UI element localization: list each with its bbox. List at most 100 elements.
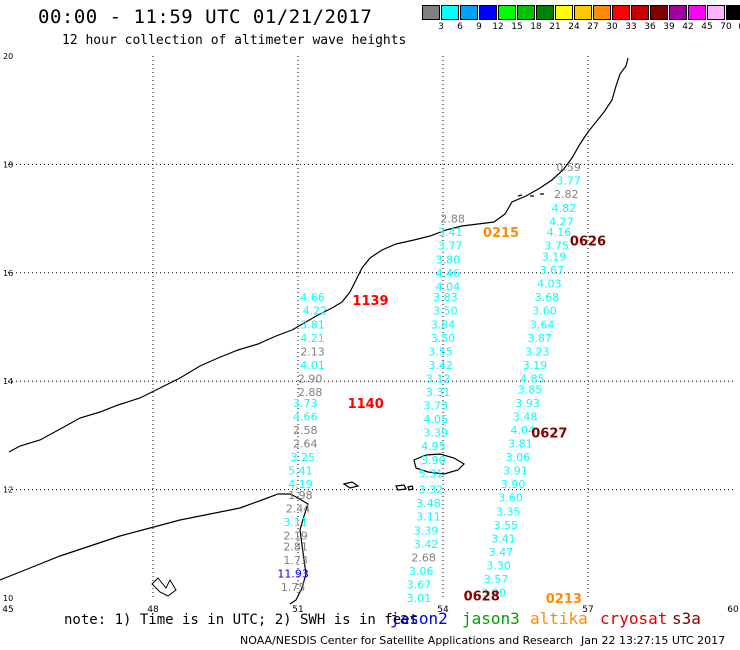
wave-height-value: 3.87 [527,332,552,345]
wave-height-value: 4.21 [300,332,325,345]
legend-swatch [669,5,687,20]
wave-height-value: 2.82 [554,188,579,201]
wave-height-value: 3.42 [414,538,439,551]
wave-height-value: 4.05 [424,413,449,426]
legend-label: 18 [530,22,542,32]
legend-swatch [650,5,668,20]
pass-time-label: 0627 [531,427,567,442]
wave-height-value: 3.50 [433,305,458,318]
wave-height-value: 5.31 [419,467,444,480]
page-subtitle: 12 hour collection of altimeter wave hei… [62,33,407,48]
lon-tick-label: 54 [437,605,449,615]
wave-height-labels: 4.664.223.814.212.134.012.902.883.734.66… [277,161,581,605]
legend-label: 30 [606,22,618,32]
legend-label: 70 [720,22,732,32]
legend-label: 21 [549,22,561,32]
wave-height-value: 4.85 [520,372,545,385]
pass-time-label: 0215 [483,226,519,241]
legend-swatch [479,5,497,20]
wave-height-value: 3.90 [482,587,507,600]
wave-height-value: 3.39 [424,427,449,440]
wave-height-value: 4.95 [421,440,446,453]
wave-height-value: 3.85 [518,383,543,396]
wave-height-value: 2.13 [300,345,325,358]
wave-height-value: 4.03 [537,278,562,291]
arabian-coastline [8,57,629,453]
wave-height-value: 3.50 [431,332,456,345]
wave-height-value: 3.06 [409,565,434,578]
wave-height-value: 4.16 [547,226,572,239]
satellite-name-altika: altika [530,609,588,628]
legend-swatch [688,5,706,20]
axis-tick-labels: 45 48 51 54 57 60 10 12 14 16 18 20 [2,52,739,615]
page-title: 00:00 - 11:59 UTC 01/21/2017 [38,6,373,28]
wave-height-value: 3.48 [416,497,441,510]
lat-tick-label: 14 [3,377,13,386]
samhah-island [395,484,407,491]
legend-unit: (ft) [732,22,740,32]
legend-label: 12 [492,22,504,32]
wave-height-value: 3.73 [293,397,318,410]
wave-height-value: 2.19 [283,530,308,543]
pass-time-label: 0213 [546,592,582,607]
legend-swatch [498,5,516,20]
wave-height-value: 3.81 [300,318,325,331]
wave-height-value: 3.25 [291,451,316,464]
wave-height-value: 3.47 [489,546,514,559]
pass-time-labels: 1139 1140 0215 0626 0627 0628 0213 [348,226,607,607]
satellite-name-jason2: jason2 [390,609,448,628]
legend-label: 3 [438,22,444,32]
legend-label: 6 [457,22,463,32]
wave-height-value: 2.58 [293,424,318,437]
legend-swatch [536,5,554,20]
wave-height-value: 4.04 [436,280,461,293]
wave-height-value: 3.41 [438,226,463,239]
credit-text: NOAA/NESDIS Center for Satellite Applica… [240,634,574,647]
legend-swatch [612,5,630,20]
legend-swatch [441,5,459,20]
wave-height-value: 4.22 [303,305,328,318]
wave-height-value: 3.32 [419,484,444,497]
wave-height-value: 1.73 [283,554,308,567]
lon-tick-label: 60 [727,605,739,615]
wave-height-value: 3.39 [414,524,439,537]
lat-tick-label: 18 [3,160,13,169]
lon-tick-label: 48 [147,605,159,615]
wave-height-value: 3.55 [494,519,519,532]
wave-height-value: 3.12 [426,372,451,385]
pass-time-label: 0626 [570,234,606,249]
wave-height-value: 0.59 [556,161,581,174]
wave-height-value: 3.68 [535,291,560,304]
wave-height-value: 3.19 [523,359,548,372]
wave-height-value: 4.01 [300,359,325,372]
lat-tick-label: 20 [3,52,13,61]
legend-label: 39 [663,22,675,32]
coastline [0,57,629,605]
wave-height-value: 2.88 [440,213,465,226]
legend-label: 15 [511,22,523,32]
wave-height-value: 3.90 [501,478,526,491]
wave-height-value: 3.60 [532,305,557,318]
wave-height-value: 4.19 [288,478,313,491]
wave-height-value: 3.35 [496,505,521,518]
wave-height-value: 3.83 [433,291,458,304]
wave-height-value: 3.30 [486,559,511,572]
wave-height-value: 3.81 [508,438,533,451]
satellite-name-jason3: jason3 [462,609,520,628]
lat-tick-label: 10 [3,594,13,603]
legend-label: 36 [644,22,656,32]
legend-swatch [460,5,478,20]
wave-height-value: 2.90 [298,372,323,385]
wave-height-value: 3.06 [506,451,531,464]
wave-height-value: 3.41 [491,532,516,545]
lat-lon-grid [8,56,733,598]
legend-label: 27 [587,22,599,32]
legend-label: 24 [568,22,580,32]
legend-label: 42 [682,22,694,32]
wave-height-value: 2.81 [283,541,308,554]
wave-height-value: 3.01 [407,592,432,605]
wave-height-value: 4.27 [549,215,574,228]
wave-height-value: 4.46 [436,267,461,280]
wave-height-value: 5.41 [288,465,313,478]
